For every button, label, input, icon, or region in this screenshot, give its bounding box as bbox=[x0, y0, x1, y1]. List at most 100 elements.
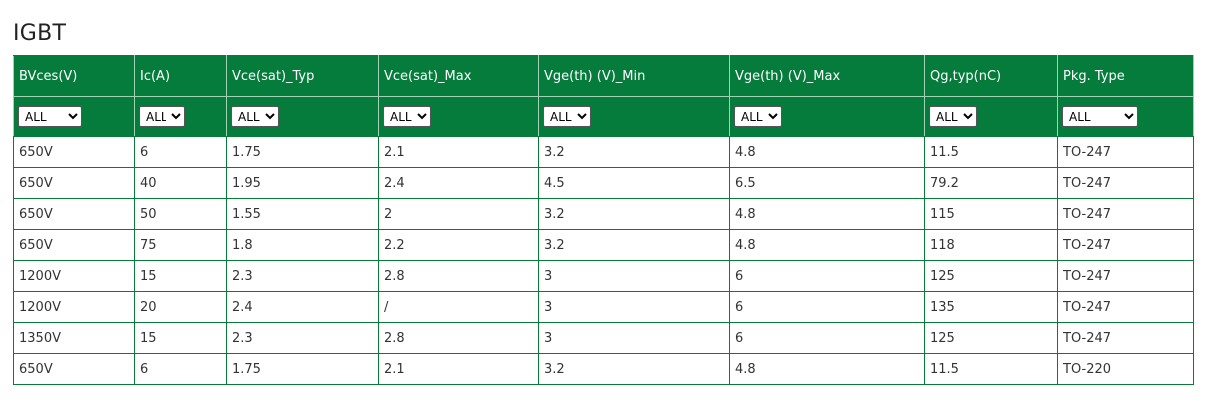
column-header-vge-th-max[interactable]: Vge(th) (V)_Max bbox=[729, 55, 925, 97]
filter-cell-bvces: ALL bbox=[13, 96, 135, 137]
column-header-vge-th-min[interactable]: Vge(th) (V)_Min bbox=[538, 55, 730, 97]
cell-vge-th-max: 6 bbox=[729, 291, 925, 323]
cell-vge-th-max: 6.5 bbox=[729, 167, 925, 199]
cell-bvces: 1350V bbox=[13, 322, 135, 354]
cell-pkg-type: TO-247 bbox=[1057, 167, 1194, 199]
column-header-qg-typ[interactable]: Qg,typ(nC) bbox=[924, 55, 1058, 97]
cell-vce-sat-typ: 1.95 bbox=[226, 167, 379, 199]
cell-vge-th-min: 3.2 bbox=[538, 136, 730, 168]
cell-pkg-type: TO-220 bbox=[1057, 353, 1194, 385]
column-header-pkg-type[interactable]: Pkg. Type bbox=[1057, 55, 1194, 97]
filter-cell-ic: ALL bbox=[134, 96, 227, 137]
table-row: 1200V 20 2.4 / 3 6 135 TO-247 bbox=[13, 291, 1194, 323]
filter-cell-qg-typ: ALL bbox=[924, 96, 1058, 137]
cell-bvces: 1200V bbox=[13, 260, 135, 292]
cell-vce-sat-typ: 1.55 bbox=[226, 198, 379, 230]
cell-qg-typ: 11.5 bbox=[924, 136, 1058, 168]
table-row: 650V 50 1.55 2 3.2 4.8 115 TO-247 bbox=[13, 198, 1194, 230]
page-title: IGBT bbox=[13, 20, 67, 46]
cell-vge-th-max: 6 bbox=[729, 260, 925, 292]
column-header-bvces[interactable]: BVces(V) bbox=[13, 55, 135, 97]
cell-vce-sat-typ: 1.75 bbox=[226, 353, 379, 385]
column-header-vce-sat-typ[interactable]: Vce(sat)_Typ bbox=[226, 55, 379, 97]
filter-select-pkg-type[interactable]: ALL bbox=[1062, 106, 1138, 127]
filter-select-bvces[interactable]: ALL bbox=[18, 106, 82, 127]
cell-pkg-type: TO-247 bbox=[1057, 291, 1194, 323]
cell-qg-typ: 125 bbox=[924, 322, 1058, 354]
cell-ic: 6 bbox=[134, 136, 227, 168]
cell-qg-typ: 11.5 bbox=[924, 353, 1058, 385]
cell-vge-th-min: 3.2 bbox=[538, 353, 730, 385]
filter-select-vce-sat-max[interactable]: ALL bbox=[383, 106, 431, 127]
cell-pkg-type: TO-247 bbox=[1057, 260, 1194, 292]
cell-vge-th-min: 3.2 bbox=[538, 229, 730, 261]
filter-select-vge-th-max[interactable]: ALL bbox=[734, 106, 782, 127]
cell-qg-typ: 118 bbox=[924, 229, 1058, 261]
cell-vce-sat-max: / bbox=[378, 291, 539, 323]
cell-vge-th-min: 3 bbox=[538, 291, 730, 323]
table-body: 650V 6 1.75 2.1 3.2 4.8 11.5 TO-247 650V… bbox=[13, 136, 1194, 385]
cell-vce-sat-typ: 1.8 bbox=[226, 229, 379, 261]
cell-bvces: 650V bbox=[13, 136, 135, 168]
filter-cell-vge-th-min: ALL bbox=[538, 96, 730, 137]
cell-ic: 75 bbox=[134, 229, 227, 261]
cell-vge-th-min: 4.5 bbox=[538, 167, 730, 199]
filter-cell-vge-th-max: ALL bbox=[729, 96, 925, 137]
cell-vce-sat-typ: 2.4 bbox=[226, 291, 379, 323]
cell-vce-sat-max: 2.4 bbox=[378, 167, 539, 199]
table-row: 650V 6 1.75 2.1 3.2 4.8 11.5 TO-247 bbox=[13, 136, 1194, 168]
cell-vce-sat-max: 2.1 bbox=[378, 353, 539, 385]
cell-vge-th-min: 3.2 bbox=[538, 198, 730, 230]
table-row: 650V 40 1.95 2.4 4.5 6.5 79.2 TO-247 bbox=[13, 167, 1194, 199]
cell-ic: 50 bbox=[134, 198, 227, 230]
cell-vge-th-max: 6 bbox=[729, 322, 925, 354]
cell-bvces: 1200V bbox=[13, 291, 135, 323]
cell-vge-th-max: 4.8 bbox=[729, 136, 925, 168]
cell-vce-sat-max: 2.2 bbox=[378, 229, 539, 261]
table-row: 1200V 15 2.3 2.8 3 6 125 TO-247 bbox=[13, 260, 1194, 292]
cell-ic: 15 bbox=[134, 260, 227, 292]
cell-pkg-type: TO-247 bbox=[1057, 322, 1194, 354]
cell-vce-sat-typ: 2.3 bbox=[226, 260, 379, 292]
cell-vge-th-max: 4.8 bbox=[729, 198, 925, 230]
filter-cell-vce-sat-max: ALL bbox=[378, 96, 539, 137]
filter-row: ALL ALL ALL ALL ALL ALL ALL ALL bbox=[13, 96, 1194, 137]
cell-bvces: 650V bbox=[13, 229, 135, 261]
column-header-vce-sat-max[interactable]: Vce(sat)_Max bbox=[378, 55, 539, 97]
cell-pkg-type: TO-247 bbox=[1057, 229, 1194, 261]
cell-qg-typ: 135 bbox=[924, 291, 1058, 323]
cell-qg-typ: 125 bbox=[924, 260, 1058, 292]
filter-select-ic[interactable]: ALL bbox=[139, 106, 185, 127]
cell-ic: 20 bbox=[134, 291, 227, 323]
cell-vge-th-max: 4.8 bbox=[729, 229, 925, 261]
igbt-table: BVces(V) Ic(A) Vce(sat)_Typ Vce(sat)_Max… bbox=[13, 55, 1194, 385]
cell-vge-th-min: 3 bbox=[538, 322, 730, 354]
filter-cell-vce-sat-typ: ALL bbox=[226, 96, 379, 137]
cell-ic: 40 bbox=[134, 167, 227, 199]
cell-qg-typ: 79.2 bbox=[924, 167, 1058, 199]
cell-bvces: 650V bbox=[13, 198, 135, 230]
table-row: 650V 75 1.8 2.2 3.2 4.8 118 TO-247 bbox=[13, 229, 1194, 261]
filter-select-vge-th-min[interactable]: ALL bbox=[543, 106, 591, 127]
cell-vce-sat-max: 2 bbox=[378, 198, 539, 230]
cell-vce-sat-max: 2.1 bbox=[378, 136, 539, 168]
cell-ic: 6 bbox=[134, 353, 227, 385]
cell-qg-typ: 115 bbox=[924, 198, 1058, 230]
cell-pkg-type: TO-247 bbox=[1057, 136, 1194, 168]
cell-vge-th-max: 4.8 bbox=[729, 353, 925, 385]
cell-vce-sat-typ: 2.3 bbox=[226, 322, 379, 354]
table-row: 1350V 15 2.3 2.8 3 6 125 TO-247 bbox=[13, 322, 1194, 354]
cell-vce-sat-max: 2.8 bbox=[378, 260, 539, 292]
filter-cell-pkg-type: ALL bbox=[1057, 96, 1194, 137]
cell-vge-th-min: 3 bbox=[538, 260, 730, 292]
cell-bvces: 650V bbox=[13, 353, 135, 385]
cell-vce-sat-typ: 1.75 bbox=[226, 136, 379, 168]
header-row: BVces(V) Ic(A) Vce(sat)_Typ Vce(sat)_Max… bbox=[13, 55, 1194, 97]
filter-select-vce-sat-typ[interactable]: ALL bbox=[231, 106, 279, 127]
column-header-ic[interactable]: Ic(A) bbox=[134, 55, 227, 97]
table-row: 650V 6 1.75 2.1 3.2 4.8 11.5 TO-220 bbox=[13, 353, 1194, 385]
cell-vce-sat-max: 2.8 bbox=[378, 322, 539, 354]
filter-select-qg-typ[interactable]: ALL bbox=[929, 106, 977, 127]
cell-pkg-type: TO-247 bbox=[1057, 198, 1194, 230]
cell-bvces: 650V bbox=[13, 167, 135, 199]
